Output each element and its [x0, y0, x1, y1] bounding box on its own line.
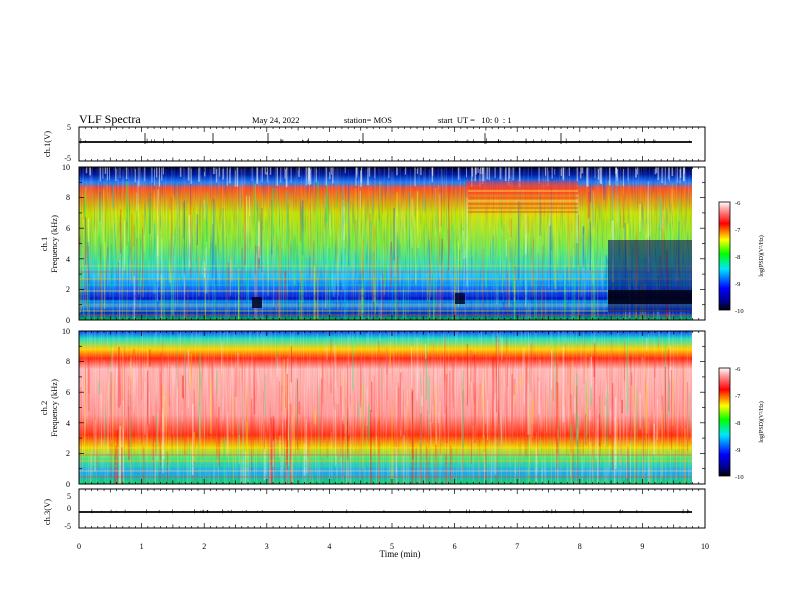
cb2-tick--7: -7: [735, 393, 741, 400]
ch3-waveform-tick-neg5: -5: [64, 522, 71, 531]
ch2-spec-ytick-4: 4: [66, 419, 70, 428]
ch1-waveform-spikes: [78, 133, 690, 144]
ch1-waveform-ylabel: ch.1(V): [42, 131, 52, 157]
ch2-spectrogram-ylabel: Frequency (kHz): [49, 379, 59, 437]
figure-title: VLF Spectra: [79, 112, 141, 126]
station-label: station= MOS: [344, 115, 392, 125]
x-tick-label-7: 7: [515, 542, 519, 551]
ch1-colorbar: -6 -7 -8 -9 -10 log(PSD)(V²/Hz): [718, 200, 765, 315]
x-tick-label-3: 3: [265, 542, 269, 551]
ch2-colorbar: -6 -7 -8 -9 -10 log(PSD)(V²/Hz): [718, 366, 765, 481]
x-tick-label-6: 6: [453, 542, 457, 551]
x-tick-label-4: 4: [327, 542, 331, 551]
ch3-waveform-ylabel: ch.3(V): [42, 499, 52, 525]
ch2-spectrogram-panel: 10 8 6 4 2 0 ch.2 Frequency (kHz): [39, 327, 706, 489]
cb1-tick--10: -10: [735, 308, 744, 315]
ch1-waveform-tick-neg5: -5: [64, 154, 71, 163]
ch1-spec-ytick-10: 10: [62, 163, 70, 172]
ch1-spec-ytick-4: 4: [66, 255, 70, 264]
start-time-label: start UT = 10: 0 : 1: [438, 115, 512, 125]
cb2-tick--6: -6: [735, 366, 741, 373]
x-tick-label-5: 5: [390, 542, 394, 551]
ch1-spectrogram-yticks: 10 8 6 4 2 0: [62, 163, 70, 325]
ch1-spectrogram-ylabel: Frequency (kHz): [49, 215, 59, 273]
cb1-tick--8: -8: [735, 254, 740, 261]
ch2-spec-ytick-2: 2: [66, 449, 70, 458]
cb2-tick--8: -8: [735, 420, 740, 427]
ch2-spectrogram-yticks: 10 8 6 4 2 0: [62, 327, 70, 489]
x-tick-labels: 0 1 2 3 4 5 6 7 8 9 10: [77, 542, 709, 551]
x-tick-label-2: 2: [202, 542, 206, 551]
date-label: May 24, 2022: [252, 115, 299, 125]
x-tick-label-0: 0: [77, 542, 81, 551]
ch1-spectrogram-ylabel-channel: ch.1: [39, 237, 49, 251]
ch2-spec-ytick-8: 8: [66, 357, 70, 366]
ch2-spec-ytick-6: 6: [66, 388, 70, 397]
cb1-tick--6: -6: [735, 200, 741, 207]
ch1-waveform-tick-5: 5: [67, 123, 71, 132]
cb2-label: log(PSD)(V²/Hz): [758, 401, 765, 442]
ch2-spectrogram-ylabel-channel: ch.2: [39, 401, 49, 415]
ch3-waveform-tick-0: 0: [67, 504, 71, 513]
cb1-tick--9: -9: [735, 281, 740, 288]
x-tick-label-10: 10: [701, 542, 709, 551]
x-tick-label-8: 8: [578, 542, 582, 551]
ch1-spectral-streak: [691, 289, 692, 320]
ch2-spec-ytick-10: 10: [62, 327, 70, 336]
ch2-spec-ytick-0: 0: [66, 480, 70, 489]
cb1-label: log(PSD)(V²/Hz): [758, 235, 765, 276]
ch1-spec-ytick-6: 6: [66, 224, 70, 233]
cb2-tick--9: -9: [735, 447, 740, 454]
ch3-waveform-tick-5: 5: [67, 492, 71, 501]
ch1-waveform-panel: 5 -5 ch.1(V): [42, 123, 706, 163]
ch3-waveform-spikes: [81, 509, 689, 514]
ch1-spec-ytick-0: 0: [66, 316, 70, 325]
ch3-waveform-panel: 5 0 -5 ch.3(V): [42, 488, 706, 531]
axis-ticks: [78, 127, 706, 528]
cb2-tick--10: -10: [735, 474, 744, 481]
cb1-tick--7: -7: [735, 227, 741, 234]
x-tick-label-1: 1: [140, 542, 144, 551]
ch1-spec-ytick-8: 8: [66, 193, 70, 202]
ch1-spec-ytick-2: 2: [66, 285, 70, 294]
x-axis-label: Time (min): [380, 549, 421, 559]
ch1-spectrogram-panel: 10 8 6 4 2 0 ch.1 Frequency (kHz): [39, 163, 706, 325]
x-tick-label-9: 9: [640, 542, 644, 551]
